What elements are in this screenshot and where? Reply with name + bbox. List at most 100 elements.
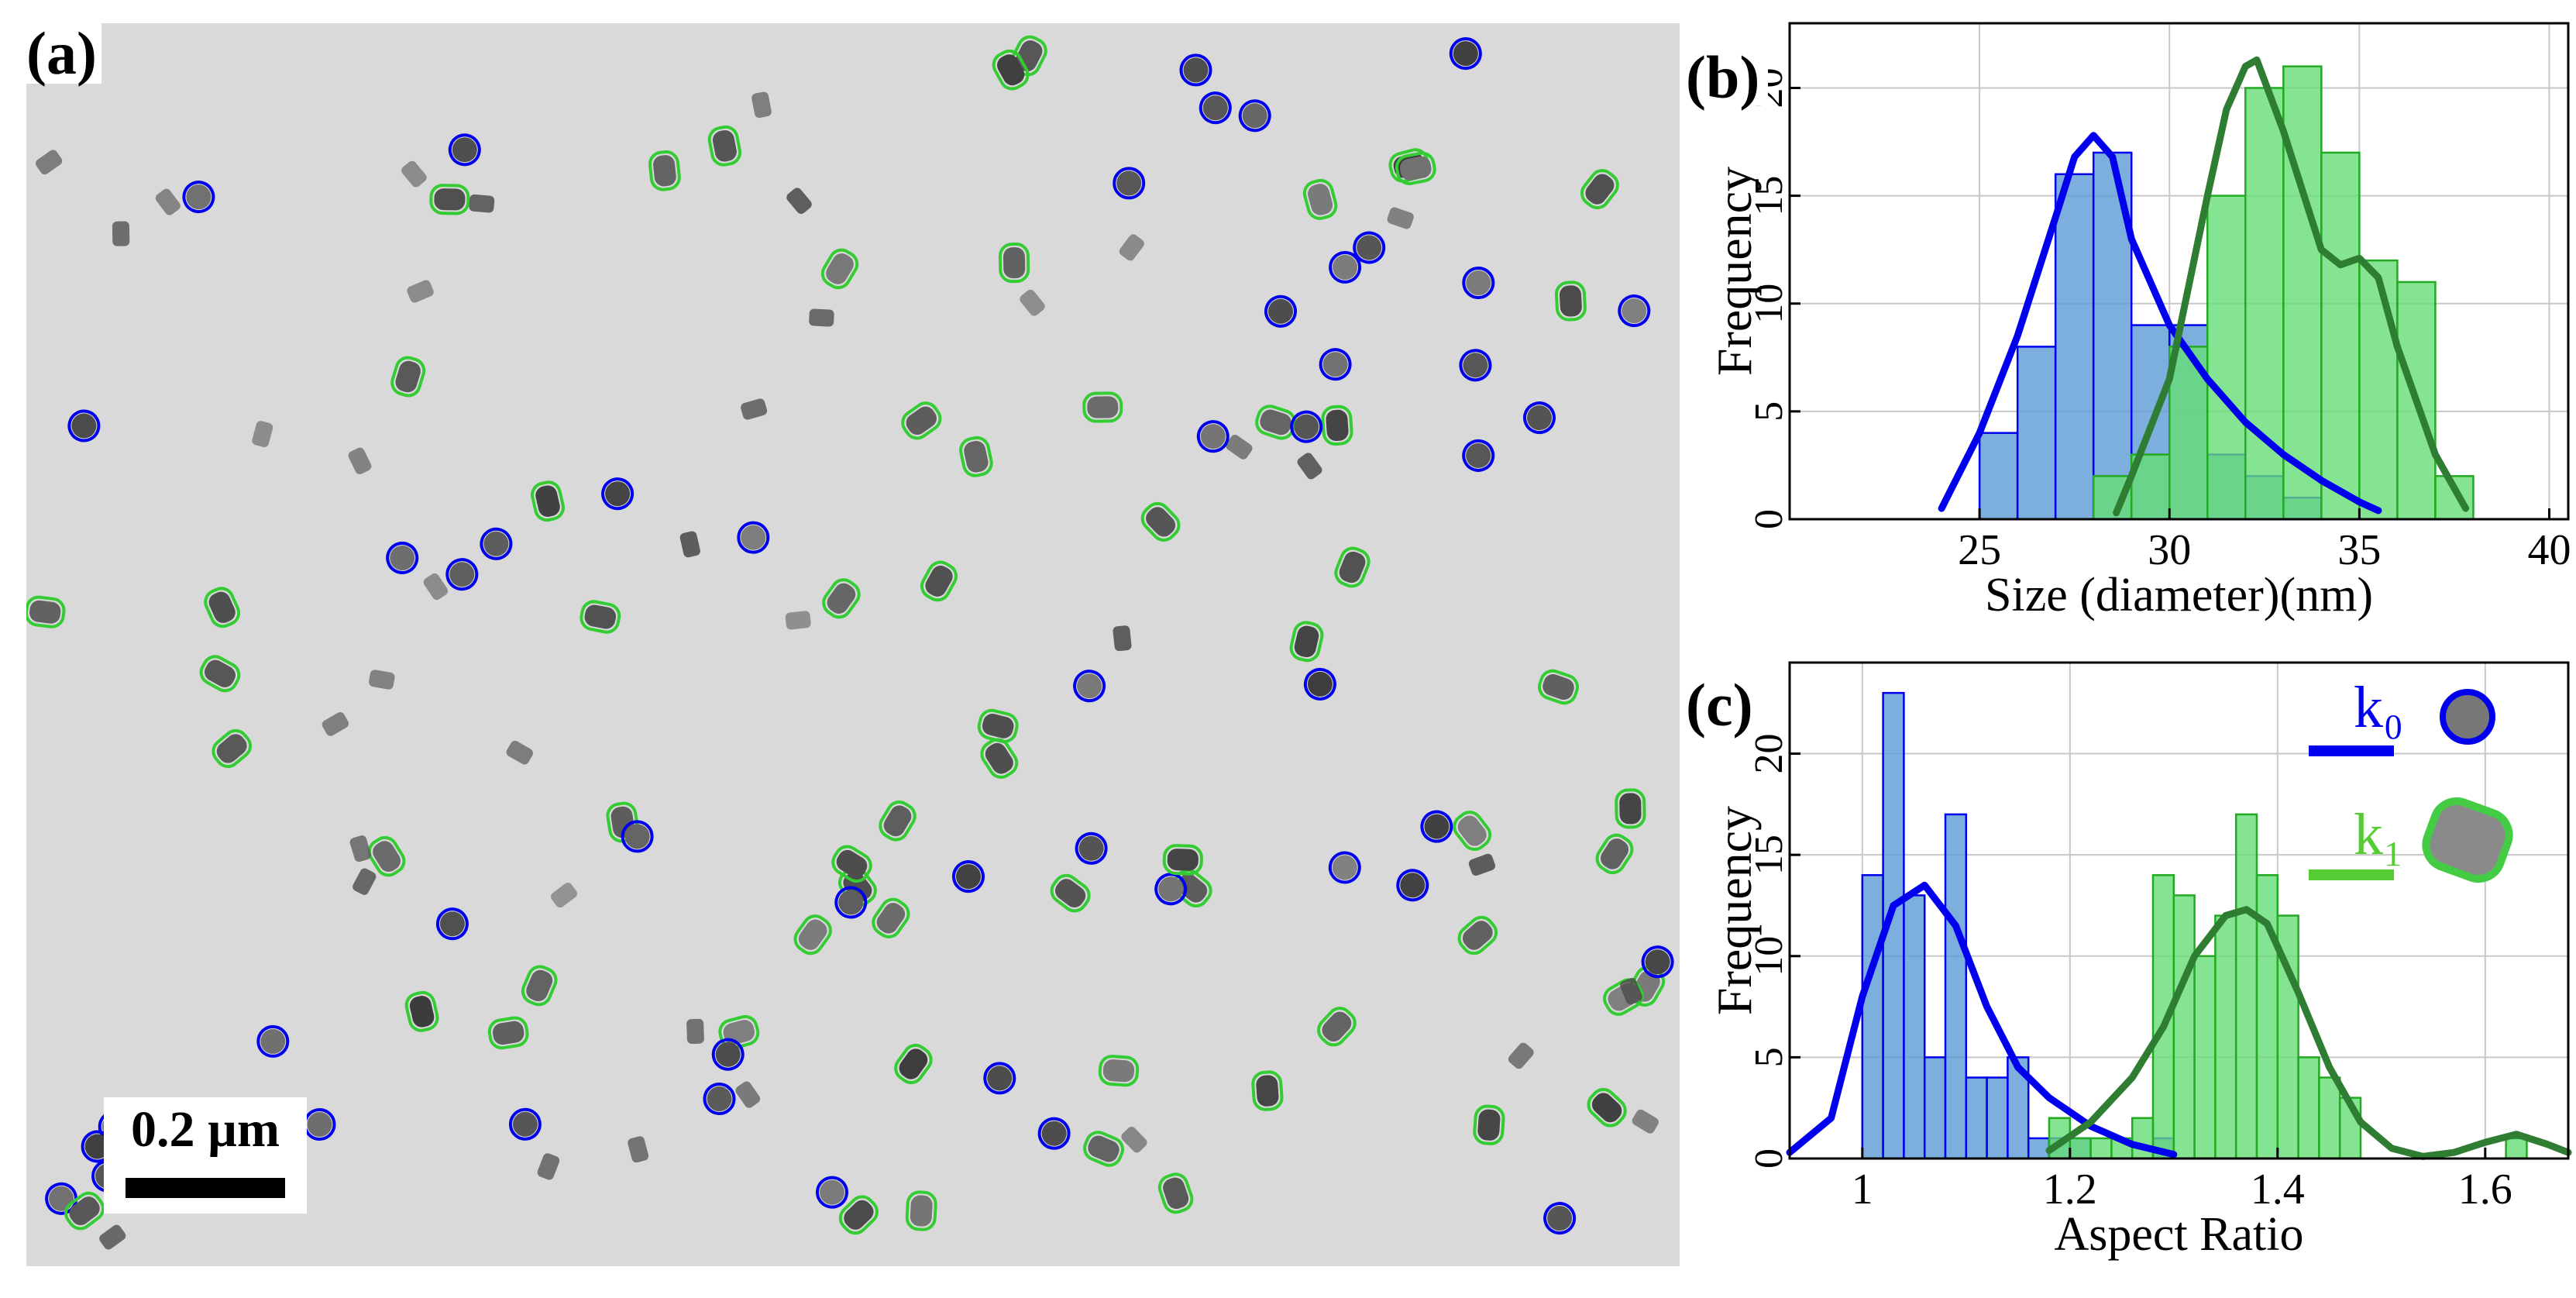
particle-core: [1547, 1206, 1573, 1231]
particle-core: [707, 1086, 732, 1111]
particle-outline-k1: [1615, 788, 1646, 829]
particle: [1449, 37, 1482, 71]
panel-label-c-bg: [1681, 673, 1768, 733]
particle-core: [186, 184, 212, 210]
particle: [679, 531, 700, 558]
particle: [1226, 435, 1253, 460]
particle-core: [1087, 396, 1119, 418]
plot-frame: [1788, 661, 2570, 1160]
particle-core: [535, 485, 560, 517]
bar-k1: [2206, 195, 2247, 521]
particle-outline-k0: [1073, 670, 1106, 703]
particle: [390, 356, 426, 398]
particle: [367, 835, 406, 877]
particle-outline-k1: [1580, 169, 1619, 210]
particle-core: [1242, 103, 1267, 129]
bar-k0: [2054, 173, 2095, 521]
particle: [686, 1018, 704, 1045]
particle-unlabeled: [155, 188, 181, 215]
particle: [448, 133, 481, 167]
particle-core: [1183, 57, 1209, 83]
particle-outline-k0: [834, 886, 868, 919]
particle-core: [1326, 409, 1349, 442]
particle-core: [84, 1134, 110, 1159]
particle-core: [1041, 1121, 1067, 1146]
particle-outline-k1: [1082, 391, 1123, 423]
particle-unlabeled: [349, 835, 372, 862]
particle: [831, 845, 872, 883]
particle-core: [996, 54, 1025, 86]
particle: [401, 160, 427, 188]
particle-outline-k0: [1303, 667, 1336, 701]
particle: [1395, 151, 1436, 185]
particle-outline-k0: [1319, 348, 1352, 381]
particle-core: [798, 919, 827, 950]
particle-unlabeled: [252, 421, 273, 448]
particle: [1179, 53, 1212, 87]
particle-outline-k0: [1199, 91, 1232, 125]
particle-outline-k1: [390, 356, 426, 398]
particle-outline-k0: [1618, 294, 1651, 328]
particle: [531, 480, 565, 522]
particle: [349, 835, 372, 862]
bar-k0: [1986, 1076, 2009, 1160]
particle: [435, 907, 469, 941]
particle-outline-k1: [580, 600, 621, 634]
particle: [1387, 207, 1414, 229]
particle-outline-k1: [838, 1195, 879, 1235]
particle: [786, 188, 812, 215]
particle: [1641, 945, 1674, 979]
kde-curve-k1: [2113, 56, 2470, 517]
particle-core: [434, 188, 466, 211]
particle: [537, 1153, 560, 1180]
bar-k1: [2282, 65, 2323, 521]
particle: [834, 886, 868, 919]
particle-core: [1339, 551, 1366, 584]
particle-outline-k0: [816, 1176, 848, 1209]
particle-outline-k1: [707, 125, 742, 167]
particle: [1251, 1070, 1284, 1111]
particle-outline-k0: [1449, 37, 1482, 71]
particle: [737, 521, 770, 554]
bar-k0: [1944, 813, 1968, 1160]
particle: [1119, 234, 1144, 261]
particle-core: [1167, 849, 1199, 871]
particle: [1620, 977, 1642, 1005]
y-tick-label: 15: [1747, 835, 1791, 875]
particle: [1140, 501, 1181, 542]
legend-k0-label: k₀: [2354, 675, 2404, 740]
particle: [751, 91, 772, 119]
particle-core: [1600, 838, 1629, 869]
bar-k1: [2089, 1137, 2113, 1160]
particle-core: [29, 600, 61, 624]
particle: [959, 436, 993, 477]
bar-k1: [2505, 1137, 2528, 1160]
particle: [1303, 667, 1336, 701]
particle-core: [1003, 247, 1026, 279]
particle-core: [1466, 442, 1491, 468]
x-tick-label: 1: [1852, 1165, 1873, 1214]
particle: [838, 1195, 879, 1235]
particle-core: [624, 824, 650, 849]
particle-unlabeled: [1121, 1127, 1147, 1153]
particle-outline-k0: [711, 1038, 745, 1071]
panel-label-b-bg: [1681, 45, 1768, 105]
particle: [404, 990, 439, 1032]
particle: [1297, 453, 1322, 480]
particle-outline-k0: [435, 907, 469, 941]
legend-k0-particle-icon: [2440, 689, 2495, 745]
particle-core: [584, 604, 617, 629]
particle-core: [1055, 879, 1086, 908]
particle-outline-k1: [879, 800, 917, 842]
particle-outline-k1: [1473, 1104, 1505, 1145]
particle-outline-k1: [920, 560, 958, 602]
particle-outline-k1: [959, 436, 993, 477]
particle-outline-k1: [1317, 1007, 1357, 1047]
particle: [1255, 405, 1297, 440]
particle-outline-k1: [1157, 1172, 1194, 1214]
particle: [1462, 267, 1495, 299]
particle-outline-k0: [182, 181, 215, 214]
particle-outline-k1: [1251, 1070, 1284, 1111]
particle: [741, 398, 768, 420]
particle: [1050, 873, 1091, 913]
